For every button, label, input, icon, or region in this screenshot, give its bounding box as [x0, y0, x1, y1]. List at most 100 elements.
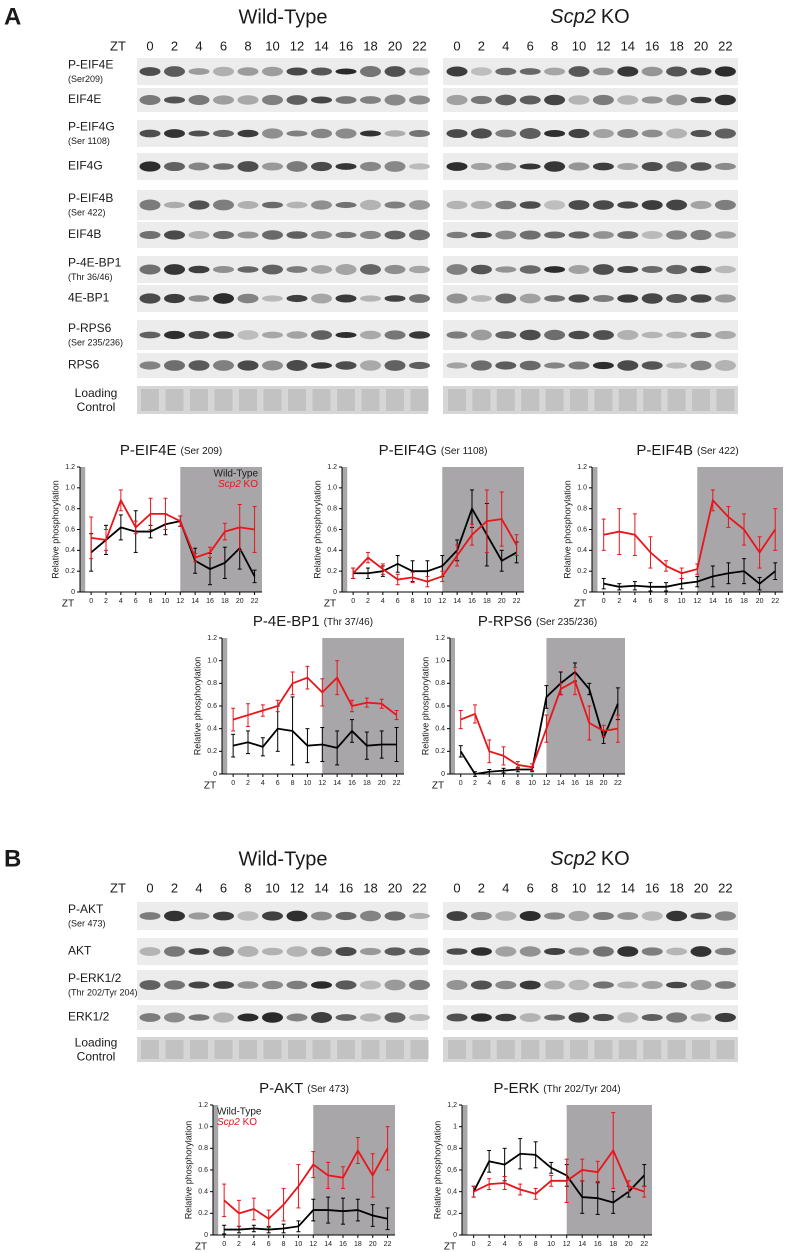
error-bar	[742, 558, 747, 585]
error-bar	[695, 563, 700, 575]
blot-band	[360, 980, 381, 990]
blot-band	[666, 199, 688, 211]
blot-band	[237, 360, 259, 371]
chart-title: P-EIF4B (Ser 422)	[636, 442, 738, 459]
blot-band	[409, 979, 430, 991]
blot-band	[568, 231, 590, 239]
blot-band	[690, 67, 712, 76]
blot-band	[262, 947, 283, 956]
blot-band	[519, 201, 541, 209]
legend-gene: Scp2	[217, 1117, 240, 1128]
blot-sublabel: (Thr 36/46)	[68, 272, 113, 282]
blot-band	[641, 361, 663, 370]
error-bar	[601, 518, 606, 551]
x-tick-label: 16	[594, 1241, 602, 1248]
blot-band	[188, 912, 210, 920]
loading-lane	[496, 389, 515, 411]
y-tick-label: 0.2	[577, 568, 587, 575]
blot-sublabel: (Ser 422)	[68, 207, 106, 217]
blot-band	[666, 161, 688, 172]
error-bar	[601, 577, 606, 590]
x-tick-label: 18	[354, 1241, 362, 1248]
blot-band	[519, 1013, 541, 1022]
error-bar	[695, 575, 700, 588]
blot-band	[617, 360, 639, 371]
error-bar	[380, 563, 385, 575]
blot-band	[641, 66, 663, 77]
x-tick-label: 8	[282, 1241, 286, 1248]
dark-phase	[313, 1105, 395, 1235]
blot-band	[641, 200, 663, 210]
blot-band	[544, 231, 566, 239]
blot-band	[568, 200, 590, 210]
y-tick-label: 0.6	[577, 526, 587, 533]
error-bar	[350, 719, 354, 743]
blot-band	[311, 946, 332, 957]
chart-title: P-ERK (Thr 202/Tyr 204)	[493, 1080, 620, 1097]
blot-band	[409, 67, 430, 76]
y-tick-label: 1.0	[65, 485, 75, 492]
error-bar	[395, 555, 400, 573]
blot-band	[641, 947, 663, 956]
blot-band	[592, 294, 614, 303]
loading-lane	[214, 1040, 233, 1059]
zt-tick: 4	[502, 38, 509, 53]
group-suffix: KO	[601, 848, 630, 870]
dark-phase	[592, 467, 598, 592]
blot-band	[360, 199, 381, 211]
blot-band	[262, 162, 283, 171]
blot-band	[164, 129, 185, 138]
blot-band	[617, 265, 639, 274]
loading-lane	[496, 1040, 515, 1059]
series-line	[232, 676, 398, 721]
y-tick-label: 1.0	[207, 658, 217, 665]
blot-band	[446, 1013, 468, 1022]
loading-lane	[472, 389, 491, 411]
x-tick-label: 12	[693, 598, 701, 605]
y-tick-label: 0,6	[447, 1167, 457, 1174]
blot-band	[188, 295, 210, 302]
x-tick-label: 6	[502, 780, 506, 787]
series-line	[473, 1148, 645, 1195]
error-bar	[617, 583, 622, 591]
blot-band	[641, 911, 663, 921]
blot-band	[714, 66, 736, 77]
chart-title: P-EIF4E (Ser 209)	[120, 442, 222, 459]
y-tick-label: 0.4	[327, 547, 337, 554]
blot-band	[237, 266, 259, 273]
blot-band	[690, 265, 712, 274]
chart-title: P-4E-BP1 (Thr 37/46)	[253, 613, 373, 630]
blot-band	[568, 330, 590, 340]
blot-band	[666, 947, 688, 956]
blot-band	[544, 200, 566, 210]
blot-band	[544, 1014, 566, 1021]
blot-band	[409, 294, 430, 303]
blot-band	[544, 161, 566, 172]
blot-band	[384, 230, 406, 240]
blot-band	[568, 361, 590, 370]
x-tick-label: 14	[557, 780, 565, 787]
zt-label: ZT	[110, 880, 126, 895]
error-bar	[499, 549, 504, 572]
blot-band	[617, 981, 639, 989]
blot-band	[335, 946, 357, 957]
x-tick-label: 16	[725, 598, 733, 605]
error-bar	[231, 733, 236, 758]
blot-band	[409, 229, 430, 241]
x-tick-label: 8	[516, 780, 520, 787]
zt-tick: 20	[694, 880, 708, 895]
blot-band	[666, 128, 688, 139]
error-bar	[773, 562, 778, 580]
blot-band	[335, 231, 357, 239]
blot-band	[617, 912, 639, 920]
title-sub: (Ser 473)	[307, 1084, 349, 1095]
blot-band	[164, 201, 185, 209]
blot-band	[714, 330, 736, 340]
blot-band	[690, 200, 712, 210]
blot-band	[544, 67, 566, 76]
x-tick-label: 2	[366, 598, 370, 605]
error-bar	[611, 1191, 616, 1214]
dark-phase	[697, 467, 783, 592]
blot-band	[544, 947, 566, 956]
blot-band	[641, 96, 663, 104]
